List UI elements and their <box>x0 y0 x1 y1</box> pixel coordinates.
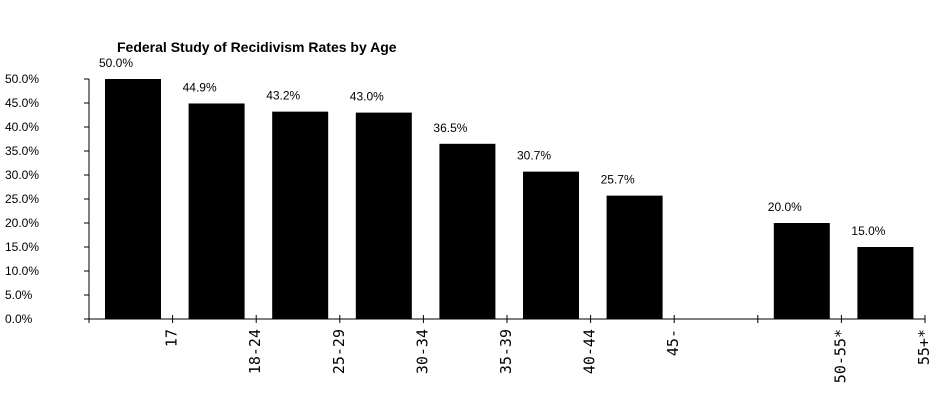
x-tick-label: 30-34 <box>413 329 431 374</box>
y-tick-label: 0.0% <box>5 312 33 326</box>
bar <box>773 223 830 319</box>
x-tick-label: 45- <box>664 329 682 356</box>
bar <box>523 171 579 319</box>
chart-title: Federal Study of Recidivism Rates by Age <box>117 39 397 55</box>
bar <box>105 79 161 319</box>
data-label: 15.0% <box>851 224 885 238</box>
data-label: 43.2% <box>266 89 300 103</box>
y-tick-label: 50.0% <box>5 72 39 86</box>
data-label: 30.7% <box>517 149 551 163</box>
bar <box>188 103 245 319</box>
y-tick-label: 30.0% <box>5 168 39 182</box>
y-tick-label: 40.0% <box>5 120 39 134</box>
y-tick-label: 15.0% <box>5 240 39 254</box>
data-label: 43.0% <box>350 90 384 104</box>
y-tick-label: 35.0% <box>5 144 39 158</box>
bar <box>606 195 663 319</box>
x-tick-label: 18-24 <box>246 329 264 374</box>
bar <box>355 112 412 319</box>
y-axis: 0.0% 5.0% 10.0% 15.0% 20.0% 25.0% 30.0% 35.0% 40… <box>5 72 90 326</box>
category-labels: 17 18-24 25-29 30-34 35-39 40-44 45- 50-55* 55+* <box>163 329 933 383</box>
y-tick-label: 45.0% <box>5 96 39 110</box>
x-tick-label: 50-55* <box>831 329 849 383</box>
data-label: 36.5% <box>433 121 467 135</box>
bar <box>857 247 914 319</box>
x-tick-label: 25-29 <box>330 329 348 374</box>
data-label: 25.7% <box>601 173 635 187</box>
y-tick-label: 25.0% <box>5 192 39 206</box>
bars <box>105 79 914 319</box>
x-tick-label: 17 <box>163 329 181 347</box>
data-labels: 50.0% 44.9% 43.2% 43.0% 36.5% 30.7% 25.7% 20.0%… <box>99 56 886 238</box>
y-tick-label: 20.0% <box>5 216 39 230</box>
y-tick-label: 5.0% <box>5 288 33 302</box>
data-label: 44.9% <box>183 80 217 94</box>
data-label: 50.0% <box>99 56 133 70</box>
x-tick-label: 35-39 <box>497 329 515 374</box>
y-tick-label: 10.0% <box>5 264 39 278</box>
data-label: 20.0% <box>768 200 802 214</box>
x-tick-label: 40-44 <box>581 329 599 374</box>
bar <box>439 143 496 319</box>
x-tick-label: 55+* <box>915 329 933 365</box>
bar <box>272 111 329 319</box>
